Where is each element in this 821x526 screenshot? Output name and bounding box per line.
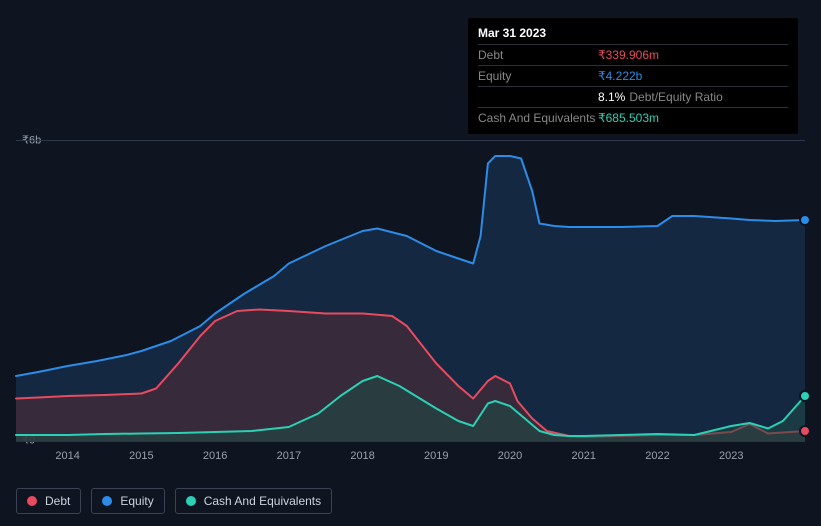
x-tick: 2022 bbox=[645, 450, 669, 462]
tooltip-row-label: Debt bbox=[478, 48, 598, 62]
legend-label: Equity bbox=[120, 494, 153, 508]
legend-swatch bbox=[27, 496, 37, 506]
legend-item[interactable]: Cash And Equivalents bbox=[175, 488, 332, 514]
tooltip-row-label: Cash And Equivalents bbox=[478, 111, 598, 125]
tooltip-date: Mar 31 2023 bbox=[478, 24, 788, 44]
x-tick: 2023 bbox=[719, 450, 743, 462]
legend-item[interactable]: Equity bbox=[91, 488, 164, 514]
tooltip-row: 8.1% Debt/Equity Ratio bbox=[478, 86, 788, 107]
x-tick: 2017 bbox=[277, 450, 301, 462]
legend-label: Debt bbox=[45, 494, 70, 508]
x-tick: 2018 bbox=[350, 450, 374, 462]
x-tick: 2019 bbox=[424, 450, 448, 462]
tooltip-row-extra: Debt/Equity Ratio bbox=[629, 90, 722, 104]
x-tick: 2016 bbox=[203, 450, 227, 462]
tooltip-row: Debt₹339.906m bbox=[478, 44, 788, 65]
chart-svg bbox=[16, 141, 805, 441]
legend-swatch bbox=[102, 496, 112, 506]
tooltip-row-value: 8.1% bbox=[598, 90, 625, 104]
tooltip-row: Equity₹4.222b bbox=[478, 65, 788, 86]
cursor-dot bbox=[799, 214, 811, 226]
x-tick: 2014 bbox=[55, 450, 79, 462]
x-tick: 2020 bbox=[498, 450, 522, 462]
legend-swatch bbox=[186, 496, 196, 506]
chart-tooltip: Mar 31 2023 Debt₹339.906mEquity₹4.222b8.… bbox=[468, 18, 798, 134]
gridline bbox=[16, 441, 805, 442]
x-tick: 2021 bbox=[572, 450, 596, 462]
cursor-dot bbox=[799, 425, 811, 437]
legend-item[interactable]: Debt bbox=[16, 488, 81, 514]
plot-area[interactable] bbox=[16, 140, 805, 441]
tooltip-row-value: ₹339.906m bbox=[598, 48, 659, 62]
x-tick: 2015 bbox=[129, 450, 153, 462]
legend: Debt Equity Cash And Equivalents bbox=[16, 488, 332, 514]
cursor-dot bbox=[799, 390, 811, 402]
legend-label: Cash And Equivalents bbox=[204, 494, 321, 508]
tooltip-row: Cash And Equivalents₹685.503m bbox=[478, 107, 788, 128]
tooltip-row-value: ₹4.222b bbox=[598, 69, 642, 83]
tooltip-row-value: ₹685.503m bbox=[598, 111, 659, 125]
tooltip-row-label: Equity bbox=[478, 69, 598, 83]
tooltip-row-label bbox=[478, 90, 598, 104]
